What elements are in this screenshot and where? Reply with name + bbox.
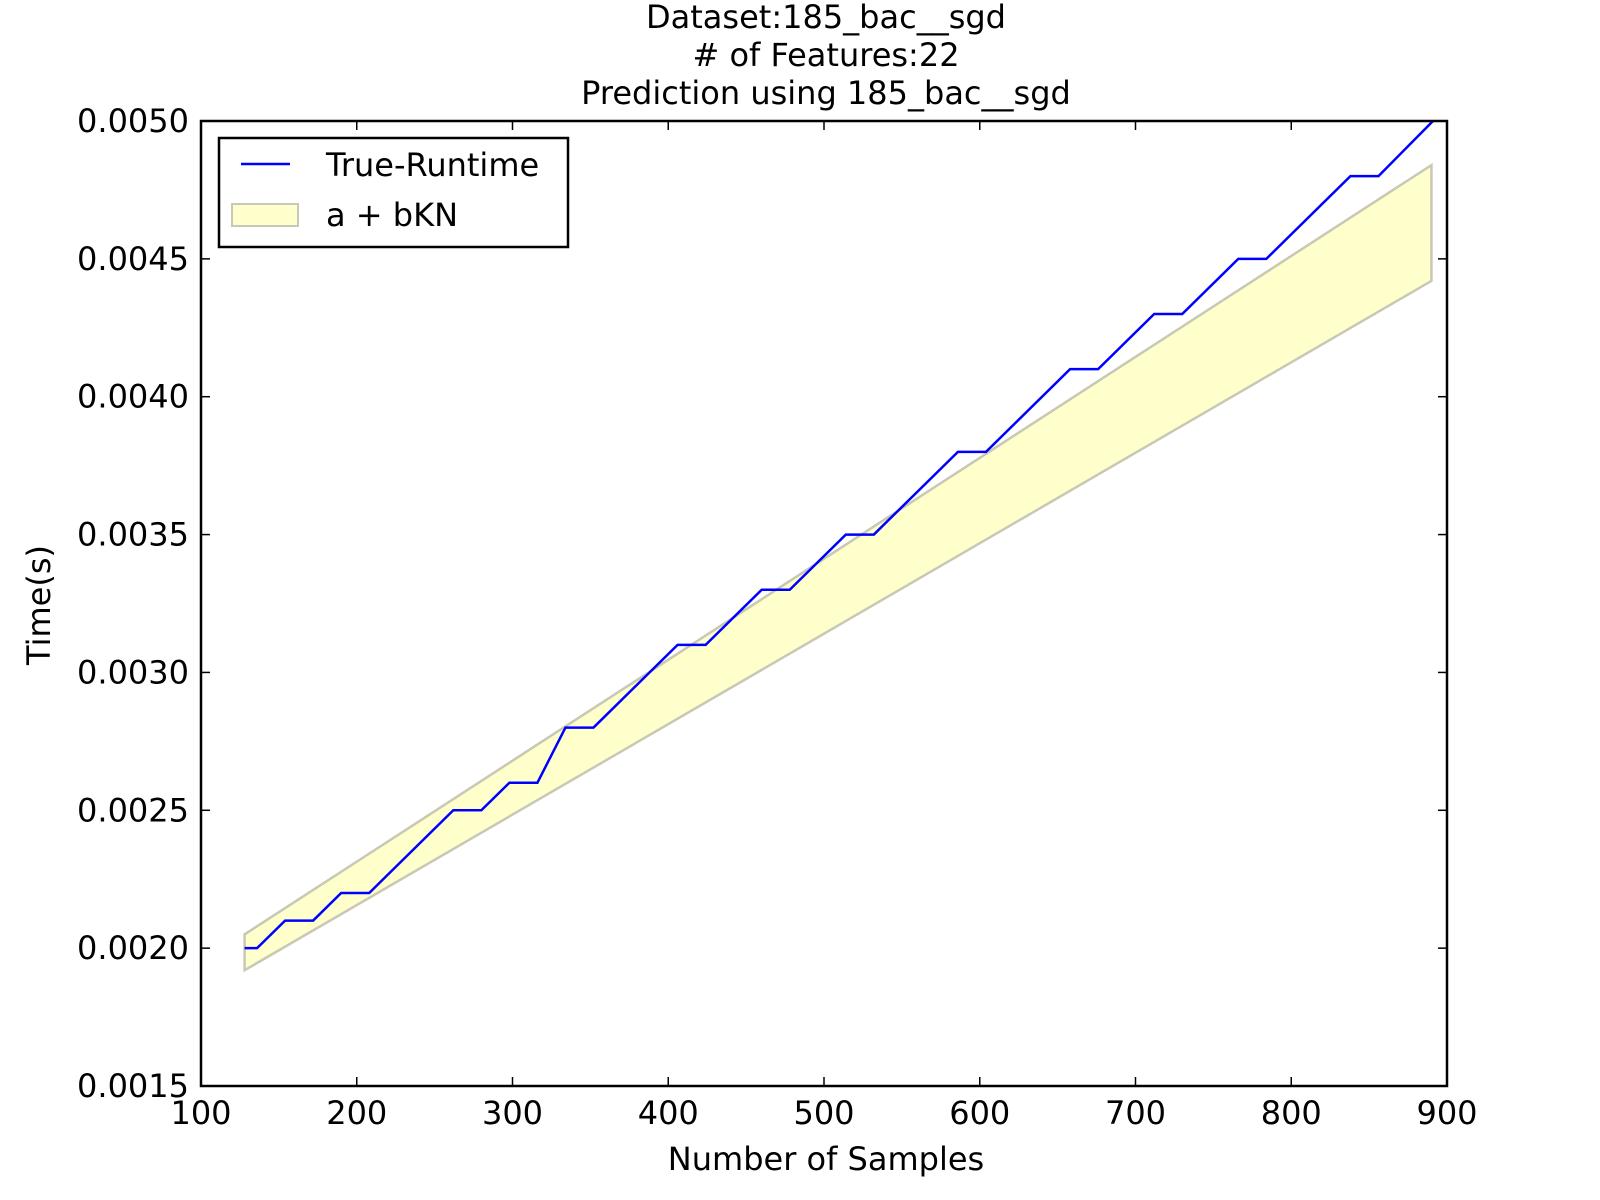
chart-title: Dataset:185_bac__sgd # of Features:22 Pr…: [581, 0, 1071, 112]
axis-ticks: [200, 120, 1448, 1087]
x-tick-label-300: 300: [482, 1094, 543, 1132]
x-axis-label: Number of Samples: [668, 1140, 984, 1178]
x-tick-label-100: 100: [170, 1094, 231, 1132]
legend-label-a-bkn: a + bKN: [326, 196, 458, 234]
x-tick-label-400: 400: [638, 1094, 699, 1132]
band-a-bkn: [243, 162, 1433, 973]
chart-title-line-2: # of Features:22: [692, 36, 959, 74]
x-tick-label-600: 600: [949, 1094, 1010, 1132]
plot-marks: [243, 120, 1434, 973]
line-true-runtime: [244, 120, 1434, 950]
y-tick-label-0.0030: 0.0030: [77, 653, 189, 691]
x-tick-label-200: 200: [326, 1094, 387, 1132]
legend: True-Runtime a + bKN: [217, 136, 570, 249]
chart-title-line-3: Prediction using 185_bac__sgd: [581, 74, 1071, 112]
legend-swatch-a-bkn: [231, 203, 299, 227]
x-tick-labels: 100 200 300 400 500 600 700 800 900: [170, 1094, 1477, 1132]
y-tick-labels: 0.0015 0.0020 0.0025 0.0030 0.0035 0.0040 0.00…: [77, 102, 189, 1105]
chart-title-line-1: Dataset:185_bac__sgd: [646, 0, 1006, 36]
y-tick-label-0.0025: 0.0025: [77, 791, 189, 829]
y-tick-label-0.0040: 0.0040: [77, 378, 189, 416]
y-tick-label-0.0045: 0.0045: [77, 240, 189, 278]
legend-box: [217, 136, 570, 249]
y-tick-label-0.0050: 0.0050: [77, 102, 189, 140]
y-axis-label: Time(s): [20, 545, 58, 666]
x-tick-label-800: 800: [1261, 1094, 1322, 1132]
y-tick-label-0.0020: 0.0020: [77, 929, 189, 967]
x-tick-label-700: 700: [1105, 1094, 1166, 1132]
legend-label-true-runtime: True-Runtime: [325, 146, 539, 184]
x-tick-label-900: 900: [1416, 1094, 1477, 1132]
y-tick-label-0.0015: 0.0015: [77, 1067, 189, 1105]
x-tick-label-500: 500: [793, 1094, 854, 1132]
y-tick-label-0.0035: 0.0035: [77, 516, 189, 554]
